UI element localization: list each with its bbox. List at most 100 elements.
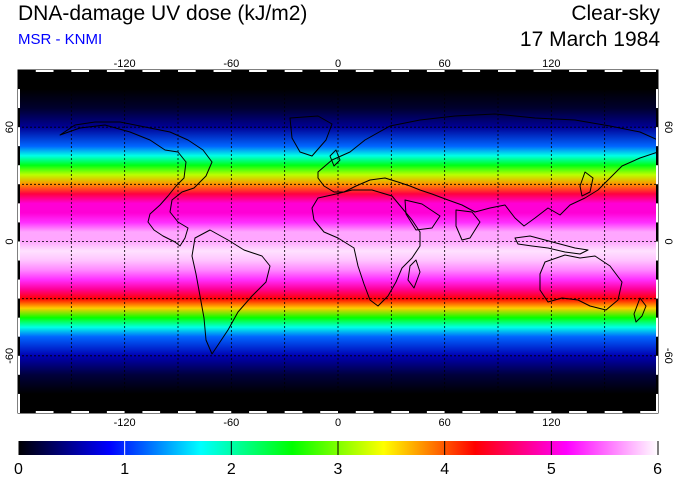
frame-tick-left — [18, 70, 20, 90]
coast-india — [455, 209, 481, 241]
colorbar-tick-label: 5 — [547, 461, 556, 478]
lon-label-top: 120 — [542, 58, 560, 70]
frame-tick-top — [622, 70, 641, 72]
frame-tick-bottom — [106, 411, 125, 413]
coast-australia — [539, 254, 623, 311]
frame-tick-bottom — [640, 411, 658, 413]
frame-tick-right — [656, 374, 658, 394]
frame-tick-left — [18, 241, 20, 261]
coastlines — [59, 113, 658, 355]
graticule — [18, 70, 658, 413]
frame-tick-bottom — [498, 411, 516, 413]
frame-tick-left — [18, 355, 20, 375]
frame-tick-top — [195, 70, 214, 72]
frame-tick-top — [373, 70, 392, 72]
frame-tick-top — [106, 70, 125, 72]
frame-tick-bottom — [195, 411, 214, 413]
frame-tick-bottom — [266, 411, 285, 413]
frame-tick-left — [18, 336, 20, 356]
frame-tick-top — [302, 70, 321, 72]
frame-tick-top — [533, 70, 552, 72]
lon-label-bottom: 60 — [439, 417, 451, 429]
frame-tick-right — [656, 184, 658, 204]
frame-tick-right — [656, 108, 658, 128]
frame-tick-top — [249, 70, 267, 72]
frame-tick-right — [656, 393, 658, 413]
frame-tick-top — [160, 70, 178, 72]
frame-tick-top — [53, 70, 72, 72]
frame-tick-bottom — [160, 411, 178, 413]
frame-tick-top — [409, 70, 427, 72]
frame-tick-left — [18, 146, 20, 166]
colorbar-ticks: 0 1 2 3 4 5 6 — [14, 441, 662, 478]
colorbar-tick-label: 0 — [14, 461, 23, 478]
frame-tick-top — [462, 70, 481, 72]
frame-tick-top — [515, 70, 534, 72]
frame-tick-right — [656, 203, 658, 223]
frame-tick-top — [444, 70, 463, 72]
axis-labels: -120 -120 -60 -60 0 0 60 60 120 120 60 60 0 0 -60 -60 — [4, 58, 674, 429]
lon-label-bottom: -120 — [114, 417, 136, 429]
frame-tick-bottom — [249, 411, 267, 413]
frame-tick-top — [71, 70, 90, 72]
frame-tick-top — [213, 70, 232, 72]
frame-tick-right — [656, 222, 658, 242]
coast-eurasia — [317, 113, 658, 227]
frame-tick-right — [656, 355, 658, 375]
frame-tick-right — [656, 279, 658, 299]
frame-tick-bottom — [320, 411, 338, 413]
frame-tick-top — [124, 70, 143, 72]
frame-tick-left — [18, 393, 20, 413]
frame-tick-right — [656, 260, 658, 280]
frame-tick-bottom — [426, 411, 445, 413]
lon-label-top: -60 — [223, 58, 239, 70]
coast-maritime-continent — [514, 235, 589, 255]
coast-arabia — [404, 199, 441, 231]
frame-tick-top — [391, 70, 410, 72]
frame-tick-top — [320, 70, 338, 72]
frame-tick-top — [640, 70, 658, 72]
frame-tick-bottom — [142, 411, 161, 413]
frame-tick-left — [18, 89, 20, 109]
frame-tick-bottom — [409, 411, 427, 413]
frame-tick-bottom — [462, 411, 481, 413]
map-frame-ticks — [18, 70, 658, 413]
frame-tick-bottom — [124, 411, 143, 413]
frame-tick-bottom — [35, 411, 54, 413]
frame-tick-bottom — [178, 411, 196, 413]
frame-tick-bottom — [586, 411, 605, 413]
frame-tick-left — [18, 279, 20, 299]
lon-label-bottom: 120 — [542, 417, 560, 429]
lon-label-bottom: 0 — [335, 417, 341, 429]
date-label: 17 March 1984 — [519, 28, 660, 51]
frame-tick-top — [604, 70, 623, 72]
frame-tick-bottom — [355, 411, 374, 413]
coast-south-america — [191, 229, 271, 355]
frame-tick-left — [18, 127, 20, 147]
frame-tick-right — [656, 70, 658, 90]
sky-condition-label: Clear-sky — [571, 2, 660, 25]
frame-tick-bottom — [213, 411, 232, 413]
frame-tick-top — [142, 70, 161, 72]
frame-tick-bottom — [302, 411, 321, 413]
lat-label-right: 0 — [662, 238, 674, 244]
frame-tick-top — [284, 70, 303, 72]
uv-dose-map[interactable] — [18, 70, 658, 413]
frame-tick-top — [338, 70, 356, 72]
frame-tick-right — [656, 336, 658, 356]
data-source-label: MSR - KNMI — [18, 31, 103, 48]
frame-tick-bottom — [391, 411, 410, 413]
colorbar-tick-label: 2 — [227, 461, 236, 478]
frame-tick-bottom — [338, 411, 356, 413]
frame-tick-top — [18, 70, 36, 72]
frame-tick-bottom — [53, 411, 72, 413]
frame-tick-left — [18, 165, 20, 185]
frame-tick-bottom — [231, 411, 250, 413]
frame-tick-left — [18, 222, 20, 242]
frame-tick-bottom — [551, 411, 570, 413]
lat-label-left: 60 — [4, 121, 16, 133]
frame-tick-top — [178, 70, 196, 72]
frame-tick-bottom — [480, 411, 498, 413]
coast-greenland — [289, 115, 333, 157]
